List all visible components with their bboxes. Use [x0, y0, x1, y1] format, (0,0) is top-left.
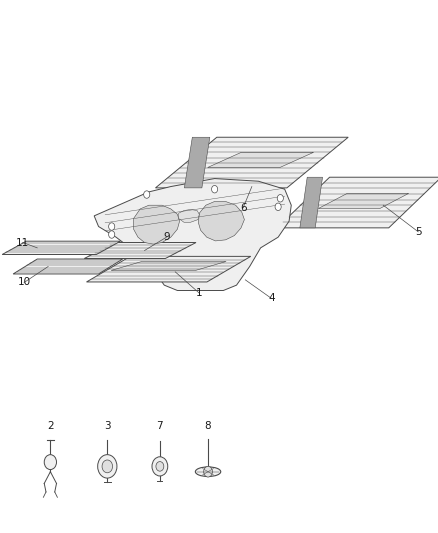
- Circle shape: [98, 455, 117, 478]
- Polygon shape: [318, 193, 409, 208]
- Text: 11: 11: [16, 238, 29, 247]
- Polygon shape: [134, 205, 180, 244]
- Polygon shape: [208, 152, 314, 167]
- Circle shape: [204, 466, 212, 477]
- Circle shape: [277, 195, 283, 202]
- Polygon shape: [87, 256, 251, 282]
- Ellipse shape: [195, 467, 221, 477]
- Circle shape: [109, 231, 115, 238]
- Polygon shape: [300, 177, 322, 228]
- Text: 5: 5: [415, 227, 422, 237]
- Polygon shape: [184, 138, 210, 188]
- Circle shape: [275, 203, 281, 211]
- Polygon shape: [111, 262, 226, 270]
- Circle shape: [144, 191, 150, 198]
- Text: 3: 3: [104, 422, 111, 431]
- Circle shape: [152, 457, 168, 476]
- Circle shape: [109, 223, 115, 230]
- Circle shape: [102, 460, 113, 473]
- Text: 2: 2: [47, 422, 54, 431]
- Text: 1: 1: [196, 288, 203, 298]
- Text: 6: 6: [240, 203, 247, 213]
- Text: 10: 10: [18, 278, 31, 287]
- Polygon shape: [198, 201, 244, 241]
- Polygon shape: [94, 179, 291, 290]
- Text: 4: 4: [268, 294, 275, 303]
- Polygon shape: [13, 259, 123, 274]
- Circle shape: [212, 185, 218, 193]
- Text: 7: 7: [156, 422, 163, 431]
- Text: 8: 8: [205, 422, 212, 431]
- Polygon shape: [155, 138, 348, 188]
- Text: 9: 9: [163, 232, 170, 242]
- Circle shape: [156, 462, 164, 471]
- Polygon shape: [277, 177, 438, 228]
- Polygon shape: [179, 209, 199, 222]
- Polygon shape: [2, 241, 120, 254]
- Polygon shape: [84, 243, 196, 259]
- Circle shape: [44, 455, 57, 470]
